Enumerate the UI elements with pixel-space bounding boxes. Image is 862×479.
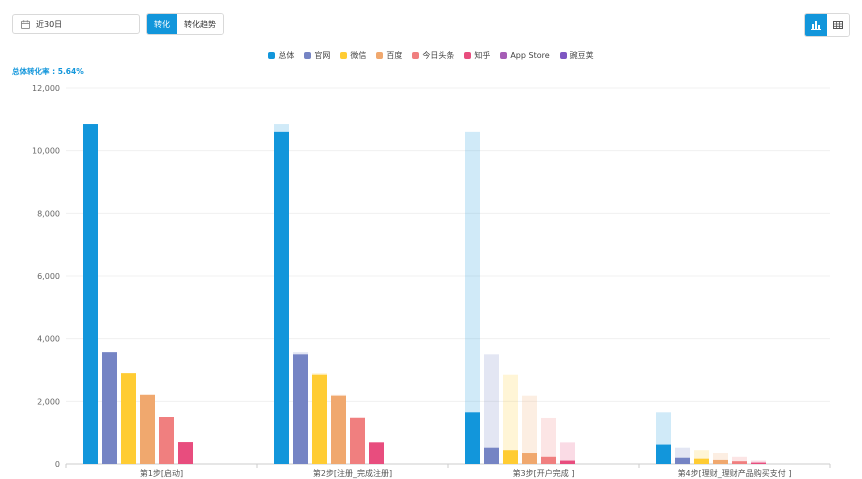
x-tick-label: 第4步[理财_理财产品购买支付 ] — [678, 468, 792, 478]
legend-item[interactable]: 豌豆荚 — [559, 50, 594, 61]
legend-item[interactable]: 微信 — [340, 50, 366, 61]
bar — [121, 373, 136, 464]
legend-item[interactable]: 知乎 — [464, 50, 490, 61]
legend-item[interactable]: 今日头条 — [412, 50, 454, 61]
x-tick-label: 第2步[注册_完成注册] — [313, 468, 392, 478]
y-tick-label: 0 — [55, 460, 60, 469]
date-range-value: 近30日 — [36, 19, 63, 29]
legend-label: 知乎 — [474, 51, 491, 60]
legend-item[interactable]: App Store — [500, 50, 550, 61]
y-tick-label: 8,000 — [37, 209, 60, 218]
bar — [541, 456, 556, 464]
y-tick-label: 12,000 — [32, 84, 60, 93]
bar-previous-step — [732, 456, 747, 464]
bar — [675, 457, 690, 464]
y-tick-label: 2,000 — [37, 397, 60, 406]
table-view-button[interactable] — [827, 14, 849, 36]
y-tick-label: 6,000 — [37, 272, 60, 281]
chart-legend: 总体 官网 微信 百度 今日头条 知乎 App Store 豌豆荚 — [0, 50, 862, 61]
bar — [484, 447, 499, 464]
legend-label: 豌豆荚 — [569, 51, 594, 60]
bar — [83, 124, 98, 465]
bar — [503, 450, 518, 464]
date-range-picker[interactable]: 近30日 — [12, 14, 140, 34]
bar — [522, 453, 537, 464]
legend-swatch — [376, 52, 384, 59]
bar-previous-step — [541, 417, 556, 464]
y-tick-label: 4,000 — [37, 335, 60, 344]
bar-previous-step — [713, 453, 728, 464]
legend-item[interactable]: 百度 — [376, 50, 402, 61]
bar — [350, 417, 365, 464]
legend-label: 今日头条 — [422, 51, 455, 60]
bar — [751, 462, 766, 464]
legend-label: App Store — [510, 51, 550, 60]
bar — [560, 460, 575, 464]
bar-previous-step — [751, 460, 766, 464]
bar — [102, 352, 117, 464]
bar-previous-step — [465, 131, 480, 464]
bar — [656, 444, 671, 464]
view-mode-tabs: 转化 转化趋势 — [146, 13, 224, 35]
bar-previous-step — [503, 374, 518, 464]
legend-swatch — [559, 52, 567, 59]
x-tick-label: 第3步[开户完成 ] — [513, 468, 575, 478]
legend-label: 百度 — [386, 51, 403, 60]
bar — [732, 461, 747, 464]
bar — [369, 442, 384, 464]
overall-conversion-rate: 总体转化率 : 5.64% — [12, 67, 84, 76]
bar — [694, 458, 709, 464]
legend-label: 总体 — [278, 51, 295, 60]
tab-conversion-trend[interactable]: 转化趋势 — [177, 14, 223, 34]
bar — [293, 354, 308, 464]
bar — [178, 442, 193, 464]
legend-swatch — [464, 52, 472, 59]
legend-swatch — [268, 52, 276, 59]
legend-swatch — [304, 52, 312, 59]
legend-swatch — [412, 52, 420, 59]
x-tick-label: 第1步[启动] — [140, 468, 183, 478]
bar — [331, 395, 346, 464]
bar — [159, 417, 174, 464]
chart-table-switch — [804, 13, 850, 37]
bar — [465, 412, 480, 464]
table-icon — [833, 21, 843, 29]
bar-chart-view-button[interactable] — [805, 14, 827, 36]
bar-previous-step — [484, 354, 499, 464]
legend-label: 官网 — [314, 51, 331, 60]
legend-swatch — [340, 52, 348, 59]
bar-previous-step — [522, 395, 537, 464]
legend-swatch — [500, 52, 508, 59]
y-tick-label: 10,000 — [32, 147, 60, 156]
tab-conversion[interactable]: 转化 — [147, 14, 177, 34]
bar — [713, 459, 728, 464]
bar-previous-step — [560, 442, 575, 464]
calendar-icon — [21, 19, 30, 29]
bar — [140, 394, 155, 464]
bar-chart-icon — [811, 21, 821, 30]
bar — [312, 374, 327, 464]
bar — [274, 131, 289, 464]
legend-label: 微信 — [350, 51, 367, 60]
legend-item[interactable]: 官网 — [304, 50, 330, 61]
legend-item[interactable]: 总体 — [268, 50, 294, 61]
toolbar: 近30日 转化 转化趋势 — [12, 13, 224, 35]
